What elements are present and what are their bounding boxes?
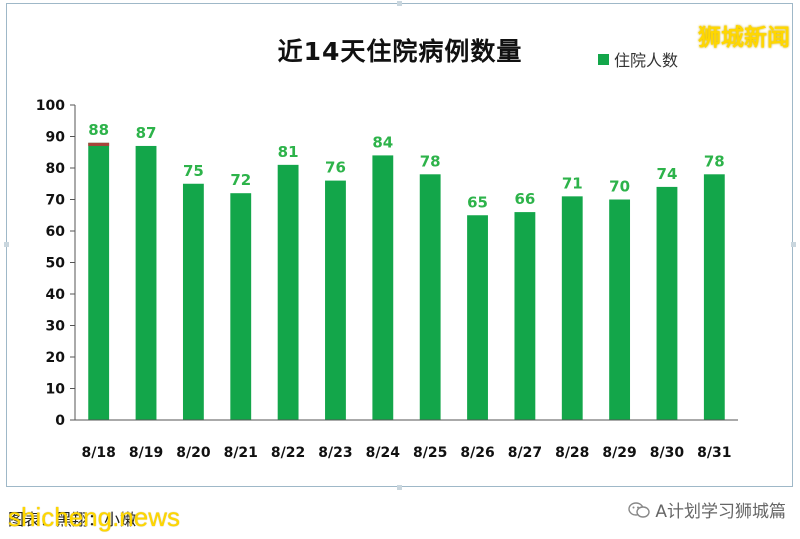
y-tick-label: 20 <box>46 350 66 366</box>
site-watermark: shicheng.news <box>8 502 180 532</box>
x-tick-label: 8/24 <box>366 445 401 461</box>
bar-8/22 <box>277 164 299 420</box>
bar-8/23 <box>325 180 346 420</box>
bar-8/31 <box>703 174 725 420</box>
legend-swatch <box>598 53 609 65</box>
bar-8/26 <box>467 215 488 420</box>
bar-8/20 <box>182 183 204 420</box>
y-tick-label: 90 <box>46 130 66 146</box>
value-label: 71 <box>562 174 583 192</box>
value-label: 78 <box>704 152 725 170</box>
y-tick-label: 100 <box>36 98 65 114</box>
x-tick-label: 8/23 <box>318 445 352 461</box>
x-tick-label: 8/18 <box>82 445 116 461</box>
bar-8/24 <box>372 155 394 420</box>
x-tick-label: 8/28 <box>555 445 589 461</box>
value-label: 88 <box>88 121 109 139</box>
value-label: 78 <box>420 152 441 170</box>
value-label: 65 <box>467 193 488 211</box>
value-label: 66 <box>514 190 535 208</box>
value-label: 87 <box>136 124 157 142</box>
x-tick-label: 8/22 <box>271 445 305 461</box>
y-tick-label: 50 <box>46 256 66 272</box>
x-tick-label: 8/25 <box>413 445 447 461</box>
resize-handle-bottom[interactable] <box>397 485 402 490</box>
value-label: 70 <box>609 178 630 196</box>
bar-8/25 <box>419 174 441 420</box>
bar-top-segment <box>88 142 110 146</box>
y-tick-label: 60 <box>46 224 66 240</box>
y-tick-label: 80 <box>46 161 66 177</box>
y-tick-label: 40 <box>46 287 66 303</box>
x-tick-label: 8/31 <box>697 445 731 461</box>
x-tick-label: 8/27 <box>508 445 542 461</box>
y-tick-label: 10 <box>46 382 66 398</box>
bar-8/21 <box>230 193 252 420</box>
x-tick-label: 8/19 <box>129 445 163 461</box>
value-label: 84 <box>372 133 393 151</box>
bar-8/27 <box>514 212 536 420</box>
wechat-account-name: A计划学习狮城篇 <box>655 502 786 522</box>
y-tick-label: 30 <box>46 319 66 335</box>
y-tick-label: 70 <box>46 193 66 209</box>
bar-8/18 <box>88 142 110 421</box>
wechat-account: A计划学习狮城篇 <box>628 497 786 522</box>
value-label: 75 <box>183 162 204 180</box>
wechat-icon <box>628 501 651 518</box>
x-tick-label: 8/21 <box>224 445 258 461</box>
legend-label: 住院人数 <box>614 51 679 70</box>
bar-8/28 <box>561 196 583 420</box>
value-label: 76 <box>325 159 346 177</box>
resize-handle-right[interactable] <box>791 242 796 247</box>
chart-source: 图表：黑翔：小嫩 <box>8 510 137 529</box>
value-label: 74 <box>657 165 678 183</box>
bar-8/19 <box>135 145 157 420</box>
chart-title: 近14天住院病例数量 <box>277 37 523 66</box>
value-label: 81 <box>278 143 299 161</box>
bar-8/29 <box>609 199 631 420</box>
bar-8/30 <box>656 186 678 420</box>
x-tick-label: 8/26 <box>460 445 494 461</box>
resize-handle-left[interactable] <box>4 242 9 247</box>
x-tick-label: 8/20 <box>176 445 211 461</box>
x-tick-label: 8/29 <box>602 445 636 461</box>
resize-handle-top[interactable] <box>397 1 402 6</box>
legend: 住院人数 <box>598 47 678 71</box>
x-tick-label: 8/30 <box>650 445 685 461</box>
y-tick-label: 0 <box>55 413 65 429</box>
value-label: 72 <box>230 171 251 189</box>
brand-watermark: 狮城新闻 <box>698 25 790 51</box>
